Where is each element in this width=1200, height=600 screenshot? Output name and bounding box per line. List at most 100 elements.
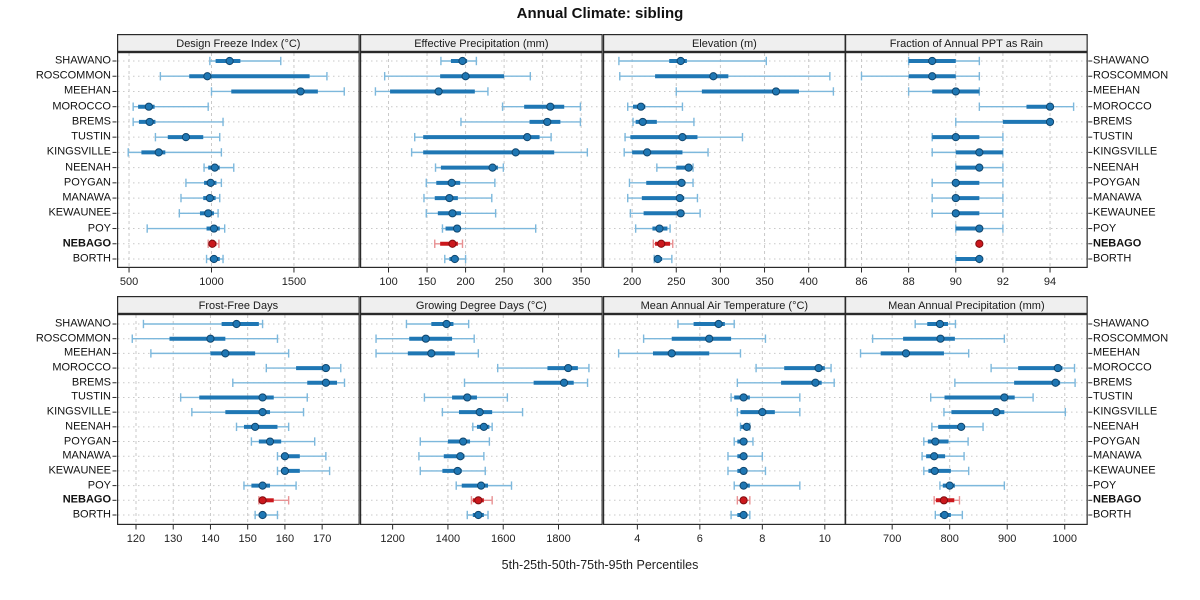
x-tick-label: 300 <box>711 276 729 288</box>
median-dot <box>488 163 497 172</box>
site-label-left-kewaunee: KEWAUNEE <box>48 464 111 477</box>
median-dot <box>462 393 472 402</box>
interval-roscommon <box>131 334 279 343</box>
interval-kewaunee <box>923 466 970 476</box>
site-label-right-kingsville: KINGSVILLE <box>1093 145 1158 158</box>
site-label-right-meehan: MEEHAN <box>1093 84 1141 97</box>
x-tick-label: 250 <box>495 276 513 288</box>
median-dot <box>206 178 215 187</box>
interval-roscommon <box>383 72 531 81</box>
x-tick-label: 90 <box>950 276 962 288</box>
site-label-right-brems: BREMS <box>1093 115 1133 128</box>
interval-shawano <box>617 56 767 66</box>
median-dot <box>154 148 163 157</box>
median-dot <box>461 72 470 81</box>
panel-border <box>845 52 1089 269</box>
median-dot <box>957 422 966 431</box>
interval-meehan <box>860 349 970 358</box>
interval-roscommon <box>642 334 766 343</box>
median-dot <box>452 224 461 233</box>
interval-borth <box>443 254 467 264</box>
median-dot <box>280 452 290 461</box>
interval-brems <box>463 378 588 387</box>
median-dot <box>145 117 154 127</box>
median-dot <box>476 481 485 490</box>
x-tick-label: 800 <box>941 533 959 545</box>
median-dot <box>951 209 961 218</box>
interval-neenah <box>931 422 985 432</box>
median-dot <box>445 193 454 203</box>
strip-title: Elevation (m) <box>691 38 756 50</box>
interval-morocco <box>496 363 590 373</box>
panel-border <box>359 314 603 526</box>
median-dot <box>442 319 451 329</box>
median-dot <box>742 422 751 431</box>
interval-nebago <box>736 496 751 505</box>
interval-roscommon <box>618 72 831 81</box>
x-tick-label: 200 <box>456 276 474 288</box>
panel-border <box>359 52 603 269</box>
median-dot <box>258 496 267 505</box>
strip-header <box>359 296 603 314</box>
strip-title: Fraction of Annual PPT as Rain <box>890 38 1043 50</box>
interval-shawano <box>914 319 957 329</box>
median-dot <box>940 496 949 505</box>
interval-meehan <box>617 349 741 358</box>
median-dot <box>975 224 984 233</box>
interval-neenah <box>203 163 235 172</box>
interval-poy <box>634 224 671 233</box>
interval-poy <box>455 481 512 490</box>
interval-poygan <box>185 178 223 188</box>
interval-meehan <box>150 349 290 358</box>
interval-kingsville <box>931 148 1004 157</box>
median-dot <box>511 148 520 157</box>
median-dot <box>522 133 532 142</box>
median-dot <box>975 254 984 264</box>
strip-title: Mean Annual Precipitation (mm) <box>888 300 1045 312</box>
median-dot <box>951 133 961 142</box>
median-dot <box>258 510 267 520</box>
median-dot <box>426 349 436 358</box>
interval-tustin <box>154 132 221 142</box>
interval-morocco <box>754 363 832 373</box>
strip-header <box>845 34 1089 52</box>
panel-border <box>845 314 1089 526</box>
x-tick-label: 300 <box>533 276 551 288</box>
median-dot <box>258 393 267 402</box>
site-label-left-roscommon: ROSCOMMON <box>35 332 111 345</box>
site-label-left-manawa: MANAWA <box>62 191 111 204</box>
median-dot <box>208 239 217 248</box>
x-tick-label: 700 <box>883 533 901 545</box>
site-label-right-poygan: POYGAN <box>1093 435 1141 448</box>
x-tick-label: 1400 <box>435 533 459 545</box>
x-tick-label: 160 <box>276 533 294 545</box>
site-label-right-roscommon: ROSCOMMON <box>1093 69 1169 82</box>
interval-neenah <box>434 163 504 172</box>
site-label-left-brems: BREMS <box>71 376 111 389</box>
median-dot <box>928 72 937 81</box>
interval-brems <box>132 117 224 127</box>
median-dot <box>675 193 684 203</box>
site-label-left-poygan: POYGAN <box>63 176 111 189</box>
site-label-right-roscommon: ROSCOMMON <box>1093 332 1169 345</box>
x-tick-label: 1200 <box>380 533 404 545</box>
median-dot <box>642 148 651 157</box>
median-dot <box>475 408 484 417</box>
median-dot <box>677 133 687 142</box>
interval-manawa <box>931 193 1004 203</box>
x-tick-label: 200 <box>622 276 640 288</box>
median-dot <box>458 437 467 446</box>
site-label-left-manawa: MANAWA <box>62 449 111 462</box>
site-label-left-borth: BORTH <box>72 508 111 521</box>
interval-meehan <box>908 87 981 96</box>
interval-roscommon <box>861 72 981 81</box>
median-dot <box>936 334 945 343</box>
interval-roscommon <box>159 72 328 81</box>
site-label-left-borth: BORTH <box>72 252 111 265</box>
median-dot <box>144 102 153 111</box>
interval-brems <box>955 117 1055 127</box>
interval-morocco <box>978 102 1075 111</box>
median-dot <box>209 254 219 264</box>
median-dot <box>902 349 911 358</box>
x-tick-label: 92 <box>997 276 1009 288</box>
